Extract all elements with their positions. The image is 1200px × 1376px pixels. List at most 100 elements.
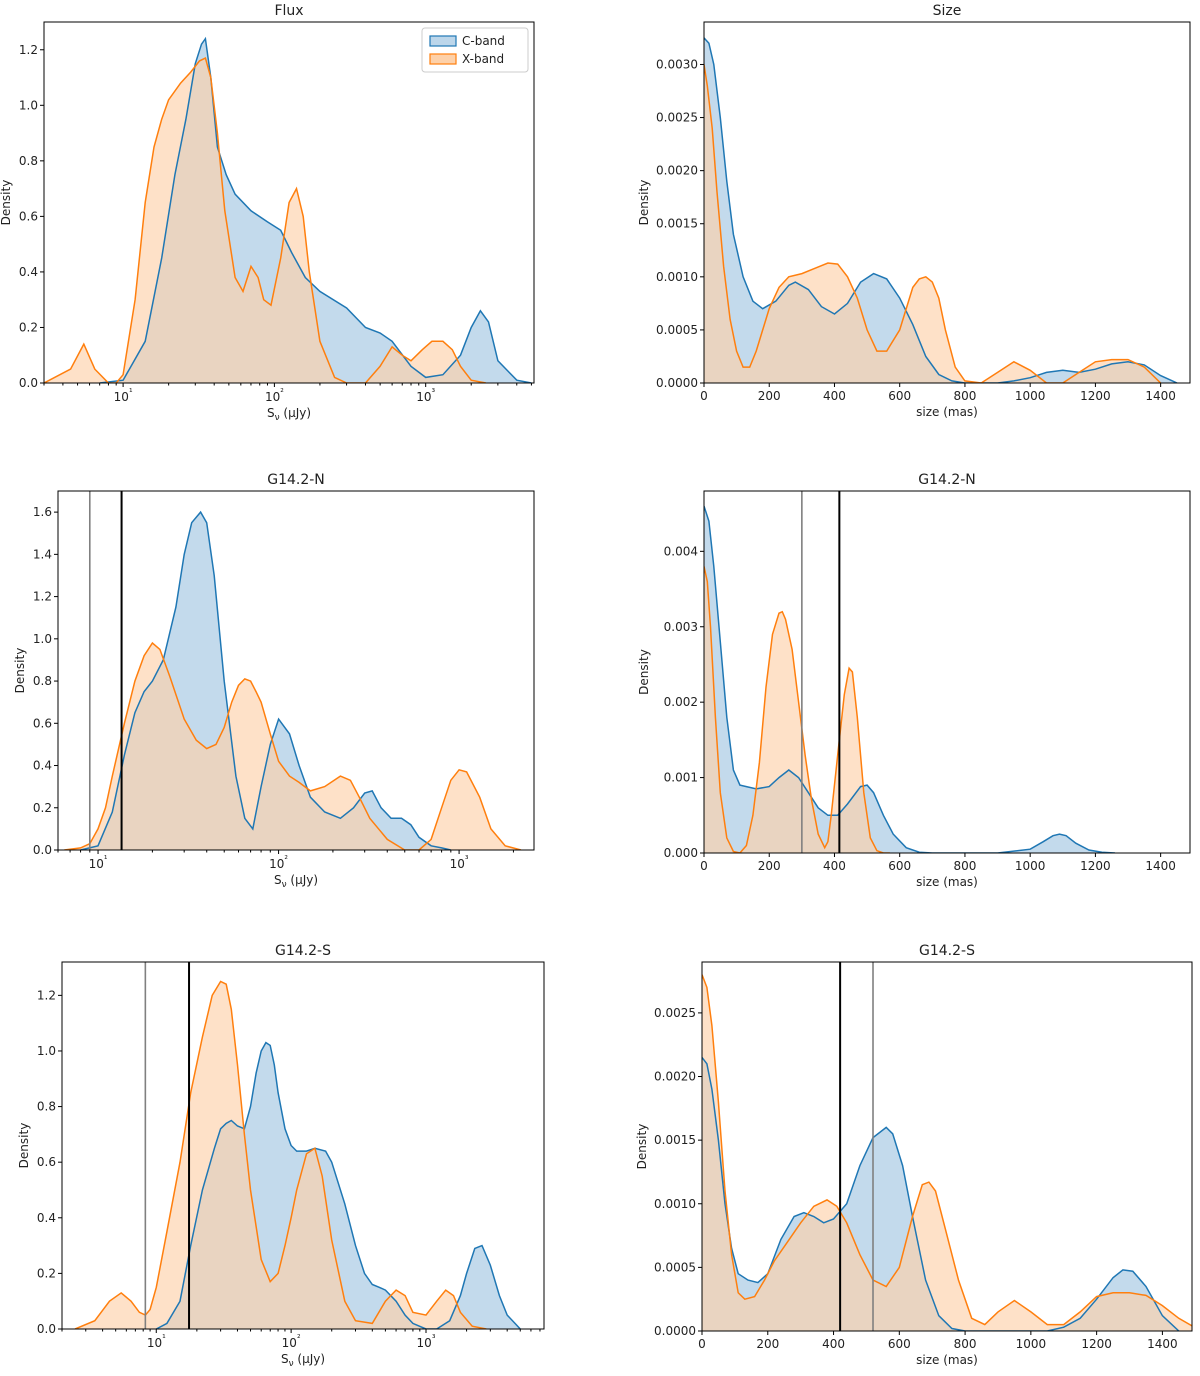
x-tick-label: 1200 [1080, 859, 1111, 873]
y-tick-label: 0.2 [37, 1266, 56, 1280]
x-tick-label: 10³ [416, 388, 435, 404]
x-tick-label: 10² [282, 1334, 301, 1350]
legend: C-band X-band [421, 27, 529, 73]
density-fill-x-band [64, 643, 521, 850]
y-tick-label: 1.0 [19, 98, 38, 112]
y-tick-label: 0.0005 [656, 323, 698, 337]
density-line-c-band [704, 37, 1178, 383]
y-tick-label: 0.6 [19, 209, 38, 223]
plot-frame [57, 490, 535, 851]
x-tick-label: 400 [822, 1337, 845, 1351]
y-tick-label: 0.8 [37, 1100, 56, 1114]
x-tick-label: 1000 [1015, 389, 1046, 403]
density-line-x-band [702, 974, 1192, 1327]
x-tick-label: 0 [698, 1337, 706, 1351]
y-tick-label: 0.0 [33, 843, 52, 857]
x-tick-label: 600 [888, 859, 911, 873]
y-tick-label: 0.0015 [654, 1133, 696, 1147]
legend-swatch-c-band [429, 35, 457, 47]
y-tick-label: 0.6 [33, 716, 52, 730]
x-tick-label: 400 [823, 389, 846, 403]
x-tick-label: 0 [700, 389, 708, 403]
chart-panel-flux-n: 0.0 0.2 0.4 0.6 0.8 1.0 1.2 1.4 1.6 10¹ 10² 10³ G14.… [13, 472, 535, 890]
y-tick-label: 0.001 [664, 771, 698, 785]
y-axis-label: Density [635, 1124, 649, 1170]
x-axis-label: Sν (μJy) [267, 406, 311, 423]
plot-area [64, 491, 522, 850]
legend-swatch-x-band [429, 53, 457, 65]
y-tick-label: 0.0020 [656, 164, 698, 178]
y-axis-label: Density [13, 648, 27, 694]
x-tick-label: 600 [888, 1337, 911, 1351]
density-line-x-band [74, 980, 487, 1329]
y-tick-label: 0.8 [19, 154, 38, 168]
y-tick-label: 0.002 [664, 695, 698, 709]
y-tick-label: 1.6 [33, 505, 52, 519]
y-tick-label: 0.0025 [654, 1006, 696, 1020]
y-tick-label: 0.2 [19, 320, 38, 334]
density-line-x-band [704, 566, 890, 853]
chart-title: G14.2-S [275, 943, 331, 959]
chart-panel-size-n: 0.000 0.001 0.002 0.003 0.004 0 200 400 600 800 10… [637, 472, 1191, 889]
y-tick-label: 0.0020 [654, 1070, 696, 1084]
chart-title: Flux [274, 3, 303, 19]
y-axis-label: Density [0, 180, 13, 226]
y-tick-label: 0.0010 [656, 270, 698, 284]
y-tick-label: 0.0025 [656, 111, 698, 125]
x-tick-label: 10¹ [89, 855, 108, 871]
y-tick-label: 0.0030 [656, 57, 698, 71]
density-fill-c-band [704, 506, 1115, 853]
density-fill-x-band [702, 974, 1192, 1331]
density-fill-x-band [704, 64, 1161, 383]
plot-frame [43, 21, 535, 384]
plot-frame [701, 961, 1193, 1332]
plot-area [44, 36, 532, 383]
plot-frame [703, 21, 1191, 384]
chart-panel-size-s: 0.0000 0.0005 0.0010 0.0015 0.0020 0.0025 0 200… [635, 943, 1193, 1367]
density-fill-x-band [704, 566, 890, 853]
x-tick-label: 10¹ [114, 388, 133, 404]
chart-title: G14.2-N [918, 472, 976, 488]
x-axis-label: Sν (μJy) [281, 1352, 325, 1369]
chart-panel-flux-all: 0.0 0.2 0.4 0.6 0.8 1.0 1.2 10¹ 10² 10³ Flux Sν (μJ… [0, 3, 535, 423]
x-tick-label: 10¹ [147, 1334, 166, 1350]
y-tick-label: 1.2 [37, 988, 56, 1002]
y-axis-label: Density [17, 1123, 31, 1169]
y-tick-label: 0.0015 [656, 217, 698, 231]
y-tick-label: 0.0000 [654, 1324, 696, 1338]
y-tick-label: 0.004 [664, 544, 698, 558]
chart-panel-flux-s: 0.0 0.2 0.4 0.6 0.8 1.0 1.2 10¹ 10² 10³ G14.2-S Sν … [17, 943, 545, 1369]
y-tick-label: 0.2 [33, 801, 52, 815]
density-line-c-band [702, 1056, 1180, 1331]
y-tick-label: 1.4 [33, 547, 52, 561]
y-tick-label: 0.0005 [654, 1260, 696, 1274]
chart-panel-size-all: 0.0000 0.0005 0.0010 0.0015 0.0020 0.0025 0.00… [637, 3, 1191, 419]
x-axis-label: size (mas) [916, 1353, 978, 1367]
plot-area [704, 37, 1178, 383]
legend-label-x-band: X-band [462, 52, 504, 66]
x-tick-label: 200 [758, 859, 781, 873]
x-tick-label: 200 [756, 1337, 779, 1351]
x-tick-label: 1200 [1081, 1337, 1112, 1351]
x-tick-label: 800 [954, 1337, 977, 1351]
x-tick-label: 800 [953, 389, 976, 403]
chart-title: Size [933, 3, 962, 19]
density-line-x-band [64, 641, 522, 850]
y-tick-label: 0.6 [37, 1155, 56, 1169]
density-fill-c-band [704, 37, 1177, 383]
x-tick-label: 1400 [1145, 859, 1176, 873]
y-tick-label: 0.4 [33, 759, 52, 773]
x-tick-label: 400 [823, 859, 846, 873]
y-tick-label: 0.8 [33, 674, 52, 688]
plot-frame [703, 490, 1191, 854]
y-tick-label: 1.0 [33, 632, 52, 646]
plot-area [702, 962, 1192, 1331]
y-tick-label: 0.4 [37, 1211, 56, 1225]
density-line-x-band [704, 64, 1162, 383]
density-line-c-band [99, 36, 532, 383]
x-axis-label: size (mas) [916, 875, 978, 889]
x-tick-label: 1400 [1145, 389, 1176, 403]
y-tick-label: 0.0 [19, 376, 38, 390]
legend-label-c-band: C-band [462, 34, 505, 48]
density-fill-x-band [75, 981, 487, 1329]
